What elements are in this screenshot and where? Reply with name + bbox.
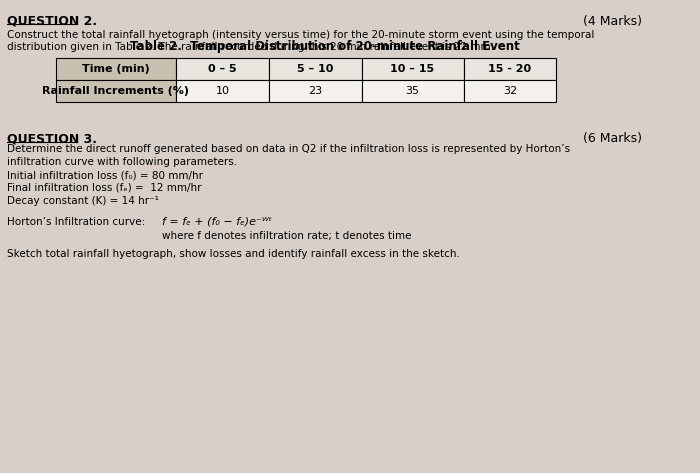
Text: Time (min): Time (min) (82, 64, 150, 74)
Text: 35: 35 (405, 86, 419, 96)
Bar (361, 58, 463, 80)
Bar (361, 80, 463, 102)
Text: Sketch total rainfall hyetograph, show losses and identify rainfall excess in th: Sketch total rainfall hyetograph, show l… (8, 249, 461, 259)
Text: 23: 23 (308, 86, 322, 96)
Bar (269, 80, 361, 102)
Text: Decay constant (K) = 14 hr⁻¹: Decay constant (K) = 14 hr⁻¹ (8, 196, 160, 206)
Text: Horton’s Infiltration curve:: Horton’s Infiltration curve: (8, 217, 146, 227)
Bar (269, 58, 361, 80)
Text: infiltration curve with following parameters.: infiltration curve with following parame… (8, 157, 237, 167)
Text: Determine the direct runoff generated based on data in Q2 if the infiltration lo: Determine the direct runoff generated ba… (8, 144, 570, 154)
Text: QUESTION 3.: QUESTION 3. (8, 132, 97, 145)
Bar (463, 80, 556, 102)
Text: 10: 10 (216, 86, 230, 96)
Text: f = fₑ + (f₀ − fₑ)e⁻ᵂᵗ: f = fₑ + (f₀ − fₑ)e⁻ᵂᵗ (162, 217, 272, 227)
Text: where f denotes infiltration rate; t denotes time: where f denotes infiltration rate; t den… (162, 231, 412, 241)
Text: Rainfall Increments (%): Rainfall Increments (%) (43, 86, 190, 96)
Bar (55, 80, 176, 102)
Text: 32: 32 (503, 86, 517, 96)
Text: Final infiltration loss (fₑ) =  12 mm/hr: Final infiltration loss (fₑ) = 12 mm/hr (8, 183, 202, 193)
Text: 15 - 20: 15 - 20 (489, 64, 531, 74)
Text: Table 2.  Temporal Distribution of 20-minute Rainfall Event: Table 2. Temporal Distribution of 20-min… (130, 40, 519, 53)
Text: (4 Marks): (4 Marks) (582, 15, 641, 28)
Bar (176, 58, 269, 80)
Bar (55, 58, 176, 80)
Text: Construct the total rainfall hyetograph (intensity versus time) for the 20-minut: Construct the total rainfall hyetograph … (8, 30, 595, 52)
Bar (176, 80, 269, 102)
Text: 5 – 10: 5 – 10 (297, 64, 333, 74)
Text: 0 – 5: 0 – 5 (208, 64, 237, 74)
Text: QUESTION 2.: QUESTION 2. (8, 15, 97, 28)
Text: (6 Marks): (6 Marks) (582, 132, 641, 145)
Text: 10 – 15: 10 – 15 (391, 64, 435, 74)
Text: Initial infiltration loss (f₀) = 80 mm/hr: Initial infiltration loss (f₀) = 80 mm/h… (8, 170, 204, 180)
Bar (463, 58, 556, 80)
